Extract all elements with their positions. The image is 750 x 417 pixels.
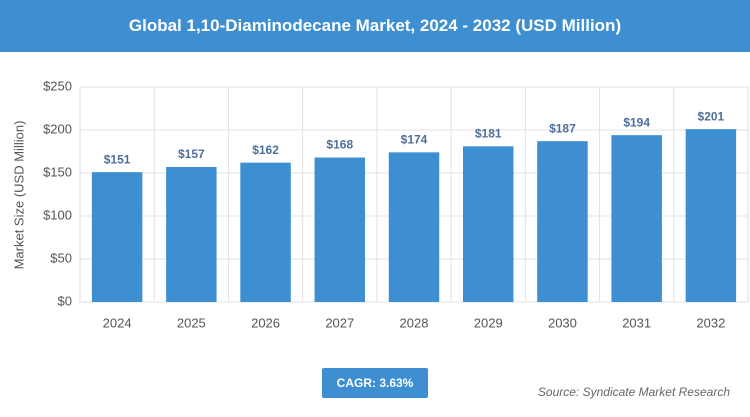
value-label: $174 [401,133,428,147]
bar [166,166,217,302]
x-tick-label: 2029 [474,315,503,330]
bar [240,162,291,302]
chart-title: Global 1,10-Diaminodecane Market, 2024 -… [0,0,750,52]
bar [91,172,143,302]
source-note: Source: Syndicate Market Research [537,385,730,399]
cagr-badge: CAGR: 3.63% [322,368,428,398]
x-tick-label: 2028 [400,315,429,330]
x-tick-label: 2030 [548,315,577,330]
value-label: $157 [178,147,205,161]
value-label: $187 [549,121,576,135]
y-tick-label: $150 [43,164,72,179]
x-tick-label: 2024 [103,315,132,330]
value-label: $194 [623,115,650,129]
value-label: $201 [698,109,725,123]
value-label: $168 [326,138,353,152]
y-tick-label: $250 [43,78,72,93]
x-tick-label: 2025 [177,315,206,330]
value-label: $151 [104,152,131,166]
value-label: $181 [475,127,502,141]
value-label: $162 [252,143,279,157]
y-tick-label: $200 [43,121,72,136]
y-tick-label: $0 [58,293,72,308]
x-tick-label: 2027 [325,315,354,330]
x-tick-label: 2032 [696,315,725,330]
bar [388,152,440,302]
y-axis-label: Market Size (USD Million) [11,121,26,270]
bar [685,129,737,302]
x-tick-label: 2031 [622,315,651,330]
bar [462,146,514,302]
y-tick-label: $50 [50,250,72,265]
bar [537,141,588,302]
y-tick-label: $100 [43,207,72,222]
bar [314,157,366,302]
bar [611,135,662,302]
x-tick-label: 2026 [251,315,280,330]
